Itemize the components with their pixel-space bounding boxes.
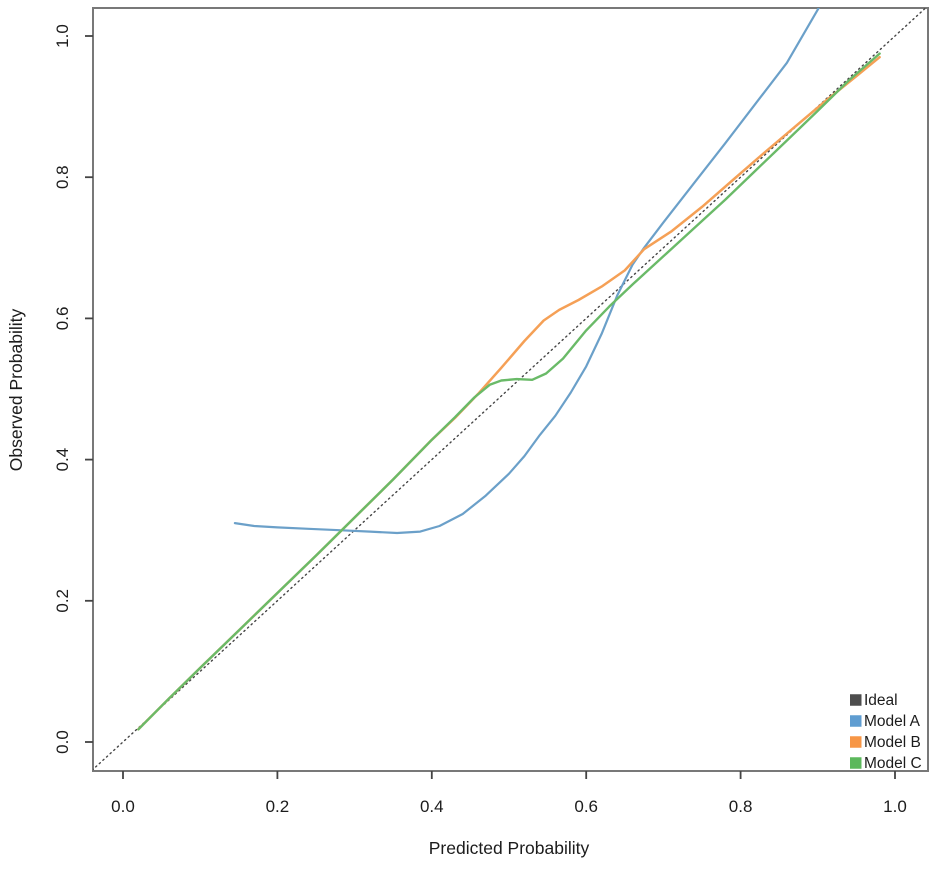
y-axis-title: Observed Probability	[6, 309, 26, 472]
legend: Ideal Model A Model B Model C	[850, 692, 922, 772]
series-lines	[93, 8, 927, 771]
x-tick-label: 0.0	[111, 797, 135, 816]
legend-swatch-ideal	[850, 694, 862, 706]
x-axis-ticks: 0.0 0.2 0.4 0.6 0.8 1.0	[111, 771, 907, 816]
series-line-model-c	[137, 52, 881, 731]
legend-label-model-b: Model B	[864, 734, 921, 751]
series-line-model-a	[233, 8, 820, 535]
y-tick-label: 0.4	[53, 448, 72, 472]
x-tick-label: 0.6	[574, 797, 598, 816]
plot-box	[92, 7, 929, 772]
y-tick-label: 0.2	[53, 589, 72, 613]
x-tick-label: 1.0	[883, 797, 907, 816]
y-axis-ticks: 0.0 0.2 0.4 0.6 0.8 1.0	[53, 24, 93, 754]
legend-swatch-model-a	[850, 715, 862, 727]
legend-label-model-a: Model A	[864, 713, 921, 730]
x-tick-label: 0.4	[420, 797, 444, 816]
y-tick-label: 0.8	[53, 165, 72, 189]
x-tick-label: 0.2	[266, 797, 290, 816]
x-tick-label: 0.8	[729, 797, 753, 816]
y-tick-label: 0.6	[53, 307, 72, 331]
y-tick-label: 0.0	[53, 730, 72, 754]
legend-swatch-model-c	[850, 757, 862, 769]
x-axis-title: Predicted Probability	[429, 838, 590, 858]
legend-swatch-model-b	[850, 736, 862, 748]
legend-label-model-c: Model C	[864, 755, 922, 772]
legend-label-ideal: Ideal	[864, 692, 898, 709]
y-tick-label: 1.0	[53, 24, 72, 48]
